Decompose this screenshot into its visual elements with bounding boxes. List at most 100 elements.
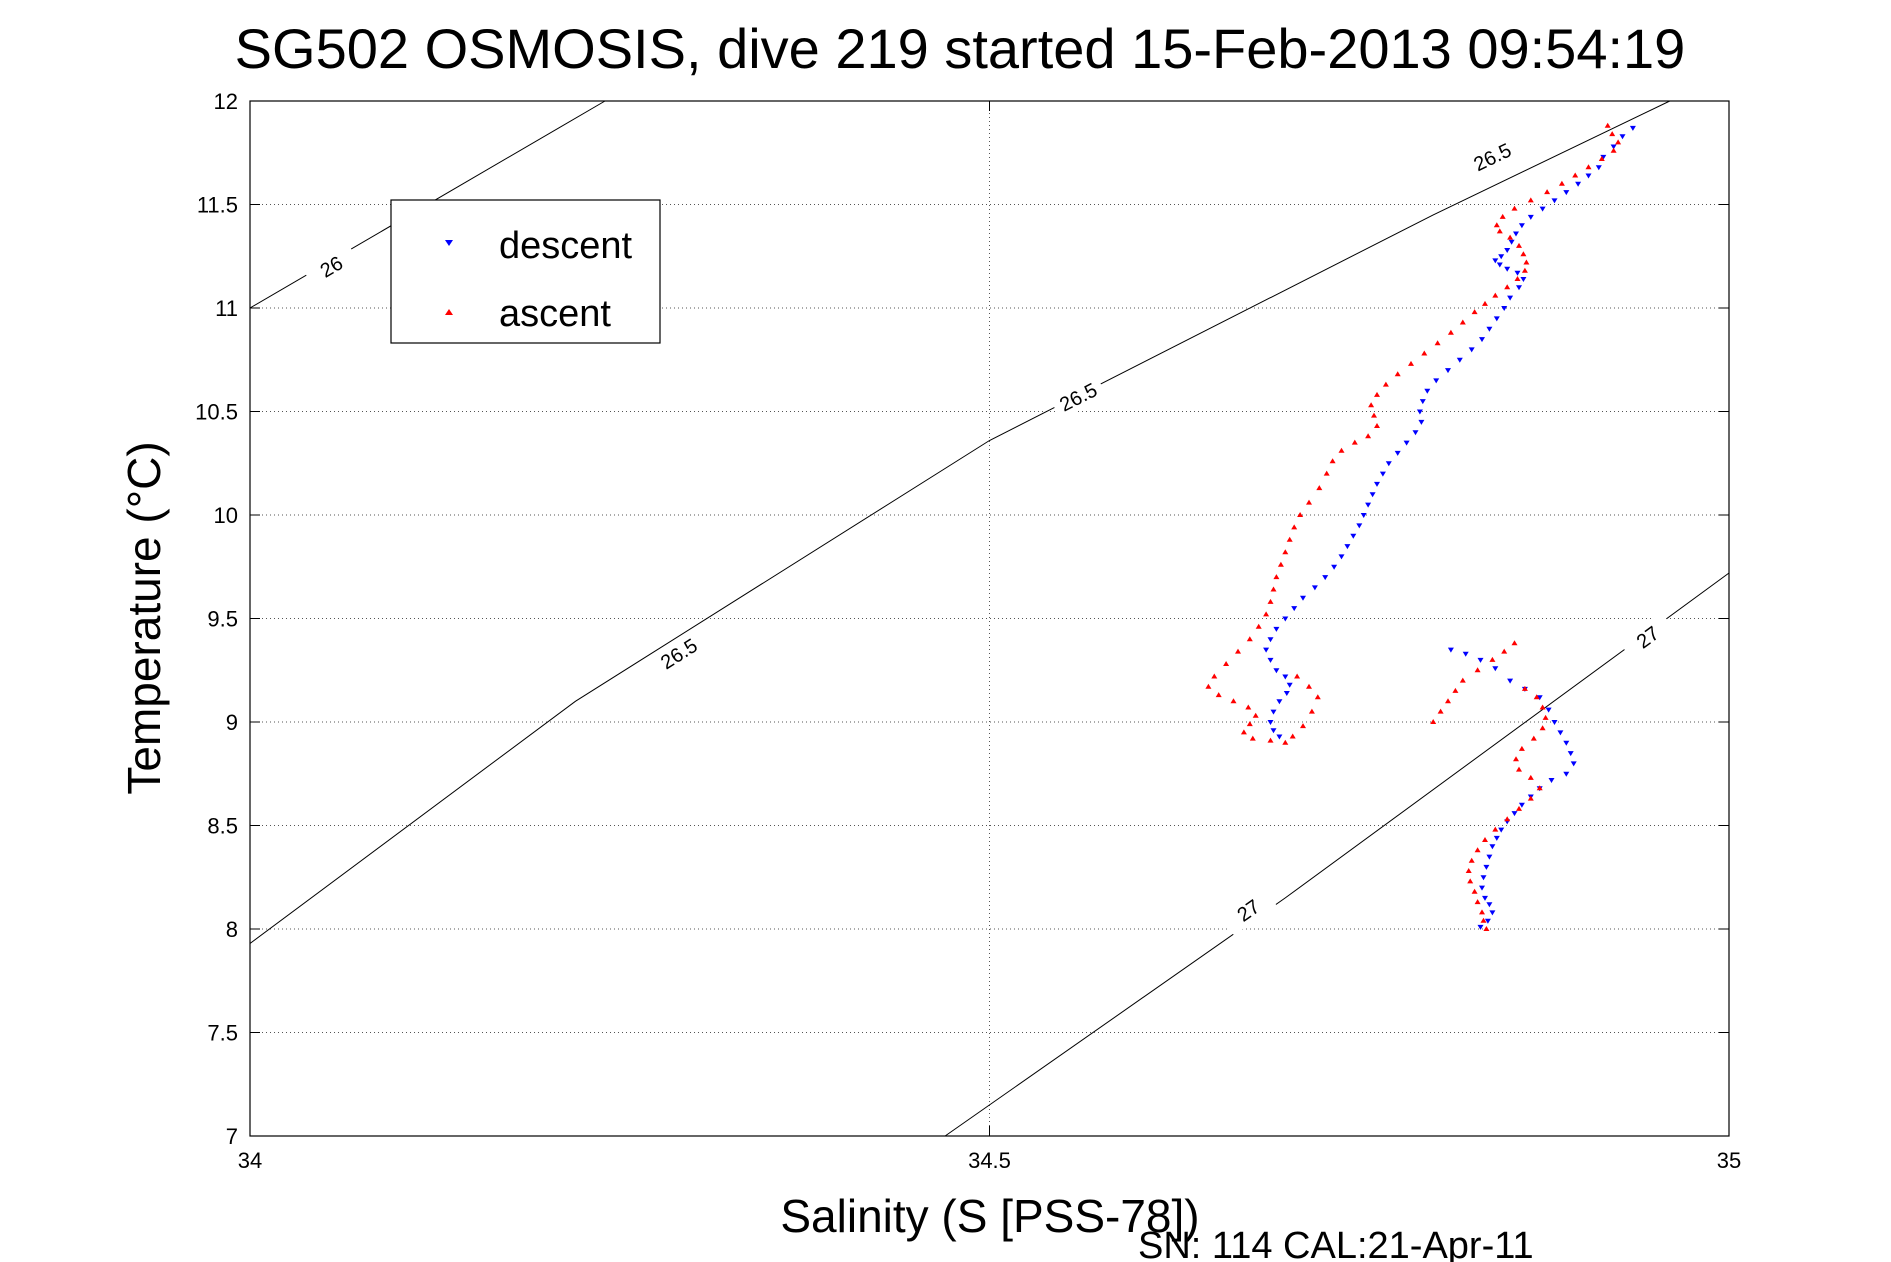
ascent-point: [1610, 147, 1617, 153]
ascent-point: [1527, 197, 1534, 203]
ascent-point: [1277, 561, 1284, 567]
ascent-point: [1513, 756, 1519, 762]
descent-point: [1486, 854, 1493, 860]
descent-point: [1300, 595, 1306, 601]
descent-point: [1511, 811, 1518, 817]
ascent-point: [1496, 228, 1503, 234]
ascent-point: [1211, 673, 1218, 679]
ascent-point: [1598, 156, 1605, 161]
ascent-point: [1286, 536, 1293, 542]
descent-point: [1479, 337, 1485, 343]
ascent-point: [1314, 694, 1321, 700]
ascent-point: [1489, 656, 1496, 662]
x-tick-label: 35: [1717, 1148, 1741, 1173]
ascent-point: [1465, 868, 1472, 873]
ascent-point: [1527, 795, 1534, 801]
descent-point: [1484, 918, 1491, 924]
ascent-point: [1615, 139, 1622, 145]
descent-point: [1501, 306, 1508, 311]
ascent-point: [1371, 412, 1377, 418]
ascent-point: [1434, 340, 1441, 346]
ascent-point: [1297, 512, 1304, 517]
ascent-point: [1323, 470, 1330, 476]
descent-point: [1629, 125, 1636, 131]
ascent-point: [1306, 683, 1312, 689]
descent-point: [1456, 357, 1463, 363]
descent-point: [1477, 924, 1484, 930]
ascent-point: [1471, 309, 1478, 315]
descent-point: [1563, 771, 1570, 777]
descent-point: [1369, 492, 1376, 498]
y-tick-label: 10: [214, 503, 238, 528]
contour-label-mask: [1619, 612, 1676, 663]
ascent-point: [1223, 661, 1230, 666]
y-tick-label: 8.5: [207, 814, 238, 839]
x-axis-label: Salinity (S [PSS-78]): [780, 1190, 1199, 1242]
ascent-point: [1523, 259, 1530, 265]
y-tick-label: 9.5: [207, 607, 238, 632]
descent-point: [1504, 248, 1511, 253]
ascent-point: [1430, 719, 1437, 724]
descent-point: [1394, 450, 1401, 456]
ascent-point: [1205, 683, 1212, 689]
legend-descent-marker: [445, 240, 453, 246]
descent-point: [1575, 181, 1582, 187]
ascent-point: [1374, 423, 1380, 428]
descent-point: [1424, 388, 1431, 394]
descent-point: [1514, 270, 1521, 276]
descent-point: [1379, 471, 1386, 477]
descent-point: [1557, 730, 1564, 736]
descent-point: [1445, 368, 1451, 374]
descent-point: [1610, 144, 1617, 150]
grid-lines: [250, 101, 1729, 1136]
descent-point: [1507, 295, 1514, 301]
ascent-point: [1459, 677, 1466, 683]
descent-point: [1365, 502, 1372, 508]
legend-box: [390, 199, 661, 344]
descent-point: [1350, 533, 1357, 539]
ascent-point: [1447, 329, 1454, 335]
isopycnal-line-27: [944, 572, 1730, 1137]
ascent-point: [1539, 725, 1546, 731]
ascent-point: [1527, 774, 1534, 780]
ascent-point: [1246, 721, 1253, 727]
descent-point: [1483, 864, 1490, 870]
descent-point: [1619, 134, 1626, 140]
descent-point: [1403, 440, 1410, 446]
ascent-point: [1273, 574, 1280, 580]
contour-label-mask: [302, 243, 360, 291]
ascent-point: [1459, 319, 1466, 325]
descent-point: [1492, 666, 1499, 672]
ascent-point: [1572, 172, 1579, 178]
descent-point: [1493, 835, 1500, 841]
ascent-point: [1504, 816, 1511, 822]
ascent-point: [1516, 242, 1522, 248]
descent-point: [1480, 875, 1487, 881]
ascent-point: [1516, 766, 1522, 772]
descent-point: [1518, 802, 1525, 808]
contour-label-mask: [1049, 374, 1107, 420]
descent-point: [1492, 258, 1499, 264]
ascent-point: [1514, 276, 1521, 281]
ascent-point: [1306, 499, 1312, 505]
descent-point: [1570, 761, 1577, 767]
descent-point: [1344, 544, 1351, 550]
legend: descent ascent: [390, 199, 661, 344]
ascent-point: [1471, 888, 1478, 894]
descent-point: [1508, 239, 1515, 245]
descent-point: [1486, 326, 1493, 332]
descent-point: [1416, 409, 1423, 415]
descent-point: [1477, 657, 1484, 663]
descent-point: [1489, 910, 1496, 916]
ascent-point: [1421, 350, 1428, 356]
axis-ticks: 34 34.5 35 7 7.5 8 8.5 9 9.5 10 10.5 11 11.5 12: [195, 89, 1741, 1173]
ascent-point: [1308, 708, 1315, 714]
ascent-point: [1521, 267, 1528, 273]
descent-point: [1356, 523, 1363, 529]
ascent-point: [1215, 692, 1222, 698]
y-tick-label: 11.5: [197, 193, 238, 218]
ascent-point: [1267, 737, 1274, 743]
y-tick-label: 11: [215, 296, 238, 321]
